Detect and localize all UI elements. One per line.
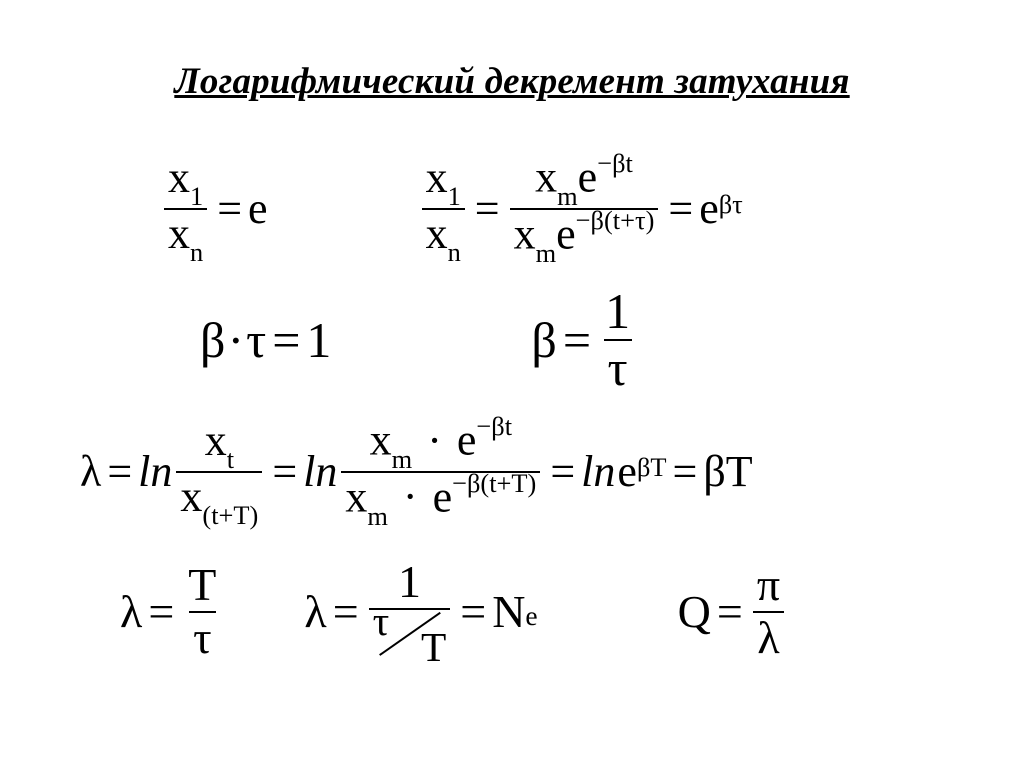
subscript: e	[525, 600, 537, 632]
equals: =	[557, 311, 597, 369]
eq-ratio-expanded: x1 xn = xme−βt xme−β(t+τ) = eβτ	[418, 153, 743, 264]
var-x: x	[345, 472, 367, 521]
eq-lambda-ln-chain: λ = ln xt x(t+T) = ln xm · e−βt	[80, 416, 753, 527]
var-lambda: λ	[304, 585, 326, 638]
var-x: x	[168, 153, 190, 202]
fraction: π λ	[749, 560, 788, 663]
var-x: x	[426, 209, 448, 258]
eq-ratio-e: x1 xn = e	[160, 154, 268, 264]
var-x: x	[180, 472, 202, 521]
subscript: 1	[190, 181, 203, 211]
equals: =	[454, 585, 492, 638]
denominator: τ	[604, 339, 632, 396]
equals: =	[469, 183, 506, 234]
var-x: x	[426, 153, 448, 202]
slash-fraction: τ T	[373, 610, 447, 656]
denominator: λ	[753, 611, 783, 664]
eq-beta-tau-one: β · τ = 1	[200, 311, 331, 369]
const-one: 1	[306, 311, 331, 369]
numerator: 1	[601, 284, 634, 339]
equals: =	[266, 311, 306, 369]
var-e: e	[699, 183, 719, 234]
fraction: T τ	[180, 560, 224, 663]
equation-row-1: x1 xn = e x1 xn = xme−βt	[160, 153, 964, 264]
subscript: m	[367, 501, 388, 531]
var-x: x	[514, 209, 536, 258]
subscript: m	[536, 238, 557, 268]
equals: =	[266, 446, 303, 497]
subscript: n	[448, 237, 461, 267]
var-tau: τ	[246, 311, 266, 369]
var-x: x	[370, 416, 392, 465]
numerator: T	[184, 560, 220, 611]
var-N: N	[492, 585, 525, 638]
slide: Логарифмический декремент затухания x1 x…	[0, 0, 1024, 767]
equals: =	[327, 585, 365, 638]
fraction: xme−βt xme−β(t+τ)	[506, 153, 663, 264]
dot-operator: ·	[399, 472, 422, 521]
var-e: e	[457, 416, 477, 465]
term-betaT: βT	[703, 446, 752, 497]
subscript: n	[190, 237, 203, 267]
var-e: e	[433, 472, 453, 521]
fn-ln: ln	[138, 446, 172, 497]
subscript: (t+T)	[202, 500, 258, 530]
fn-ln: ln	[581, 446, 615, 497]
eq-Q-pi-over-lambda: Q = π λ	[678, 560, 788, 663]
fraction: 1 τ T	[365, 557, 455, 666]
var-e: e	[248, 183, 268, 234]
fraction: xm · e−βt xm · e−β(t+T)	[337, 416, 544, 527]
equals: =	[101, 446, 138, 497]
fraction: x1 xn	[160, 154, 211, 264]
eq-lambda-T-over-tau: λ = T τ	[120, 560, 224, 663]
dot-operator: ·	[225, 311, 246, 369]
equals: =	[142, 585, 180, 638]
var-e: e	[615, 446, 637, 497]
numerator: π	[753, 560, 784, 611]
var-x: x	[205, 416, 227, 465]
denominator: τ T	[369, 608, 451, 667]
page-title: Логарифмический декремент затухания	[60, 60, 964, 103]
var-beta: β	[531, 311, 556, 369]
var-lambda: λ	[120, 585, 142, 638]
equals: =	[667, 446, 704, 497]
superscript: −β(t+T)	[452, 468, 536, 498]
equals: =	[711, 585, 749, 638]
subscript: 1	[448, 181, 461, 211]
slash-num: τ	[373, 599, 390, 645]
fraction: x1 xn	[418, 154, 469, 264]
var-beta: β	[200, 311, 225, 369]
eq-beta-recip-tau: β = 1 τ	[531, 284, 638, 396]
equals: =	[211, 183, 248, 234]
slash-den: T	[421, 625, 446, 671]
superscript: −βt	[476, 411, 512, 441]
fraction: 1 τ	[597, 284, 638, 396]
equation-row-3: λ = ln xt x(t+T) = ln xm · e−βt	[80, 416, 964, 527]
var-x: x	[535, 153, 557, 202]
subscript: m	[392, 444, 413, 474]
numerator: 1	[394, 557, 425, 608]
superscript: βT	[637, 452, 667, 483]
var-lambda: λ	[80, 446, 101, 497]
fraction: xt x(t+T)	[172, 417, 266, 527]
subscript: m	[557, 181, 578, 211]
equation-row-4: λ = T τ λ = 1 τ T = Ne	[120, 557, 964, 666]
denominator: τ	[189, 611, 216, 664]
superscript: βτ	[719, 189, 743, 220]
superscript: −β(t+τ)	[576, 205, 655, 235]
var-e: e	[556, 209, 576, 258]
equals: =	[544, 446, 581, 497]
fn-ln: ln	[303, 446, 337, 497]
var-x: x	[168, 209, 190, 258]
equation-row-2: β · τ = 1 β = 1 τ	[200, 284, 964, 396]
equals: =	[662, 183, 699, 234]
dot-operator: ·	[423, 416, 446, 465]
eq-lambda-Ne: λ = 1 τ T = Ne	[304, 557, 537, 666]
var-e: e	[578, 153, 598, 202]
superscript: −βt	[597, 148, 633, 178]
var-Q: Q	[678, 585, 711, 638]
subscript: t	[227, 444, 234, 474]
